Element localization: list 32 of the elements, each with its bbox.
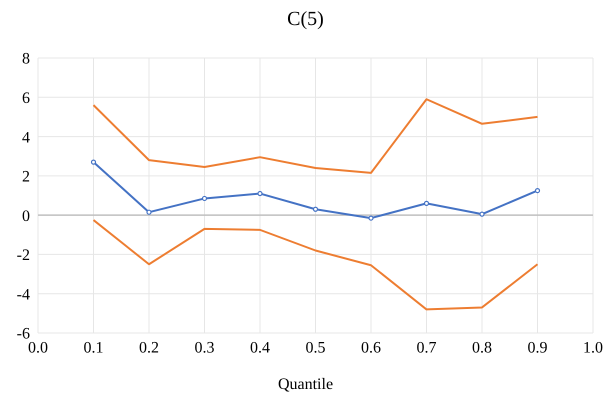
point — [534, 188, 540, 194]
y-tick-label: -4 — [16, 286, 30, 304]
line-series — [92, 219, 538, 310]
y-tick-label: 8 — [22, 50, 30, 68]
x-tick-label: 0.3 — [194, 339, 214, 356]
x-tick-label: 0.5 — [306, 339, 326, 356]
y-tick-label: -6 — [16, 326, 30, 343]
point — [479, 212, 485, 217]
y-tick-label: 0 — [22, 208, 30, 225]
x-tick-label: 0.0 — [28, 339, 48, 356]
chart-title: C(5) — [286, 8, 325, 32]
x-tick-label: 0.9 — [528, 339, 548, 356]
point — [146, 210, 152, 215]
line-series — [92, 98, 538, 174]
x-tick-label: 0.4 — [250, 339, 270, 356]
y-tick-label: -2 — [16, 247, 30, 264]
y-tick-label: 4 — [22, 129, 30, 146]
x-tick-label: 0.6 — [361, 339, 381, 356]
x-tick-label: 1.0 — [583, 339, 603, 356]
point — [90, 160, 96, 165]
y-tick-label: 2 — [22, 168, 30, 186]
point — [312, 206, 318, 212]
point — [257, 190, 263, 196]
point — [202, 196, 208, 202]
x-tick-label: 0.2 — [139, 339, 159, 356]
x-axis-title: Quantile — [276, 376, 334, 394]
y-tick-label: 6 — [22, 90, 30, 107]
point — [424, 200, 430, 206]
x-tick-label: 0.1 — [84, 339, 104, 356]
x-tick-label: 0.8 — [472, 339, 492, 356]
x-tick-label: 0.7 — [416, 339, 436, 356]
point — [368, 215, 374, 221]
